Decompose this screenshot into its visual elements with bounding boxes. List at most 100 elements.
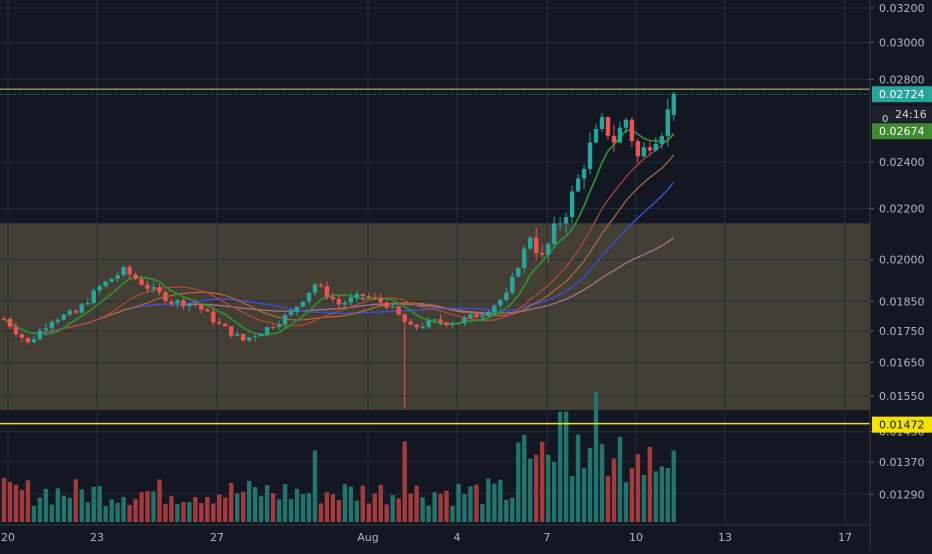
candle (426, 317, 431, 330)
candle (121, 265, 126, 278)
candle (444, 321, 449, 328)
volume-bar (468, 486, 473, 522)
candle-body (109, 279, 114, 282)
time-label: 20 (1, 531, 15, 544)
candle (235, 329, 240, 337)
candle-body (378, 297, 383, 303)
candle-body (127, 266, 132, 275)
candle-body (438, 319, 443, 323)
candle (324, 281, 330, 301)
candle (659, 132, 664, 149)
candle (61, 313, 66, 321)
candle-body (336, 299, 342, 305)
candle (354, 290, 360, 303)
candle-body (462, 317, 467, 324)
last-price-tag: 0.02724 (872, 86, 932, 103)
time-axis: 20 23 27 Aug 4 7 10 13 17 (1, 531, 852, 544)
candle-body (348, 297, 354, 303)
candle (378, 293, 383, 307)
volume-bar (486, 478, 491, 522)
volume-bar (432, 492, 437, 522)
volume-bar (246, 480, 252, 522)
candle (504, 287, 509, 302)
volume-bar (378, 484, 383, 522)
candle-body (187, 303, 192, 307)
candle-body (516, 268, 521, 277)
volume-bar (205, 497, 210, 522)
volume-bar (223, 497, 228, 522)
candle (617, 121, 623, 144)
candle (653, 136, 659, 152)
time-label: Aug (357, 531, 378, 544)
candle (73, 309, 78, 314)
candle (551, 216, 557, 248)
candle (67, 308, 72, 316)
candle (432, 318, 437, 323)
candle (671, 92, 676, 122)
time-label: 13 (718, 531, 732, 544)
price-tick-label: 0.01290 (879, 488, 925, 501)
volume-bar (498, 479, 503, 522)
candle-body (73, 310, 78, 313)
candle (581, 164, 587, 190)
countdown-tag: 24:16 (872, 106, 932, 123)
candle-body (432, 319, 437, 321)
volume-bar (492, 483, 497, 522)
candle (593, 124, 599, 144)
candle-body (181, 300, 186, 307)
candle-body (510, 276, 515, 293)
candle-body (49, 321, 55, 329)
candle-body (79, 304, 84, 313)
candle (103, 280, 108, 288)
candle-body (229, 326, 234, 336)
volume-bar (127, 504, 132, 522)
candle-body (205, 309, 210, 312)
volume-bar (97, 486, 102, 522)
volume-bar (133, 499, 138, 522)
volume-bar (121, 497, 126, 522)
candle-body (480, 315, 485, 318)
volume-bar (671, 450, 676, 522)
candle-body (133, 274, 138, 280)
volume-bar (336, 499, 342, 522)
candle (623, 117, 629, 134)
candle (223, 322, 228, 327)
candle-body (498, 299, 503, 306)
candle-body (617, 127, 623, 143)
candle (97, 284, 102, 295)
volume-bar (300, 494, 306, 522)
candle (270, 324, 276, 330)
volume-bar (569, 476, 575, 522)
candle (611, 124, 617, 152)
volume-bar (611, 458, 617, 522)
volume-bar (282, 484, 288, 522)
candle (258, 332, 264, 337)
support-tag: 0.01472 (872, 416, 932, 433)
volume-bar (342, 484, 348, 522)
candle (342, 300, 348, 309)
candle (19, 332, 25, 342)
volume-bar (534, 454, 539, 522)
candle-body (575, 178, 581, 192)
price-tick-label: 0.01370 (879, 456, 925, 469)
candle-body (354, 294, 360, 298)
volume-bar (55, 488, 61, 522)
candle (540, 245, 545, 259)
volume-bar (288, 499, 294, 522)
volume-bar (366, 503, 371, 522)
volume-bar (348, 486, 354, 522)
volume-bar (510, 497, 515, 522)
candle (665, 98, 670, 147)
candle-body (486, 312, 491, 316)
price-tick-label: 0.03200 (879, 2, 925, 15)
countdown-text: 24:16 (895, 108, 927, 121)
last-price-tag-text: 0.02724 (879, 88, 925, 101)
candle-body (139, 279, 144, 285)
volume-bar (438, 493, 443, 522)
volume-bar (241, 491, 246, 522)
candle-body (258, 333, 264, 337)
candle-body (19, 334, 25, 338)
volume-bar (324, 492, 330, 522)
